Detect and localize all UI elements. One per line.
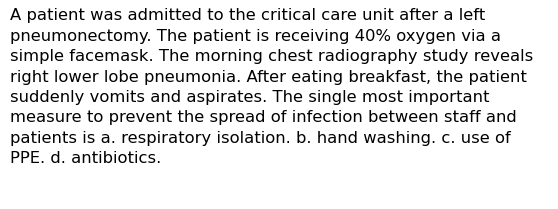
Text: A patient was admitted to the critical care unit after a left
pneumonectomy. The: A patient was admitted to the critical c… [10,8,533,166]
